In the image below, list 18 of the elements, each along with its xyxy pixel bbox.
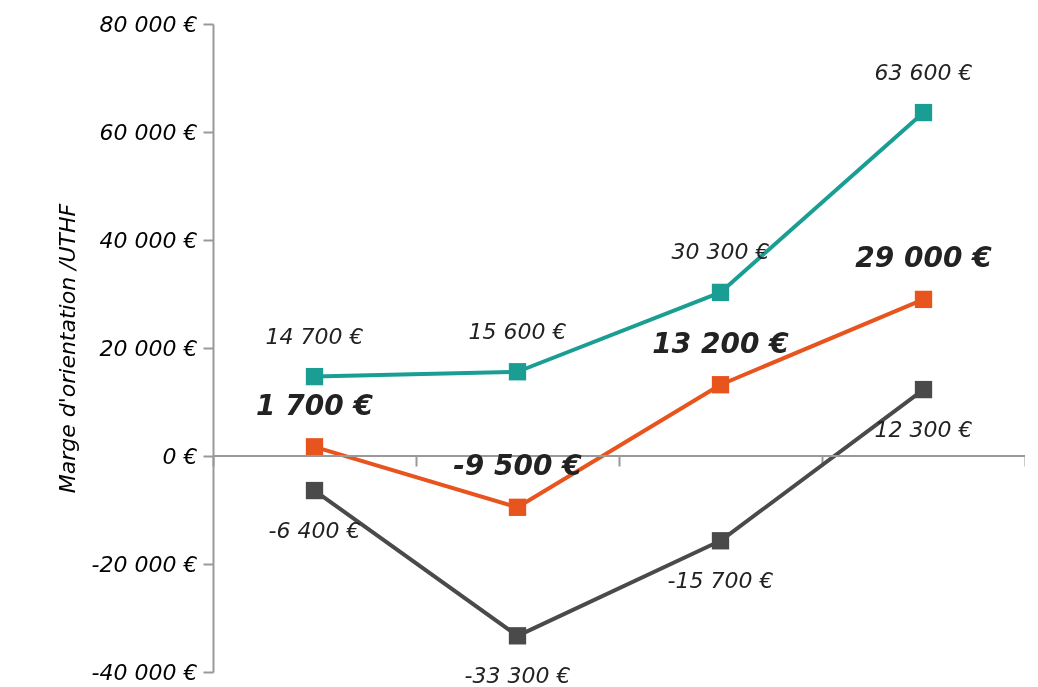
data-label: 29 000 € (855, 241, 993, 275)
y-tick-label: 0 € (162, 443, 198, 469)
data-label: 15 600 € (468, 318, 567, 344)
data-label: 1 700 € (256, 388, 374, 422)
y-tick-label: 20 000 € (99, 335, 198, 361)
y-axis-title: Marge d'orientation /UTHF (54, 203, 80, 494)
y-tick-label: -40 000 € (91, 659, 198, 685)
data-label: 63 600 € (874, 59, 973, 85)
data-label: -6 400 € (268, 517, 361, 543)
data-label: -33 300 € (464, 662, 571, 687)
y-tick-label: 80 000 € (99, 11, 198, 37)
data-label: 13 200 € (652, 326, 790, 360)
y-tick-label: -20 000 € (91, 551, 198, 577)
data-label: 12 300 € (874, 416, 973, 442)
data-label: 14 700 € (265, 323, 364, 349)
y-tick-label: 40 000 € (99, 227, 198, 253)
y-tick-label: 60 000 € (99, 119, 198, 145)
data-label: -15 700 € (667, 567, 774, 593)
